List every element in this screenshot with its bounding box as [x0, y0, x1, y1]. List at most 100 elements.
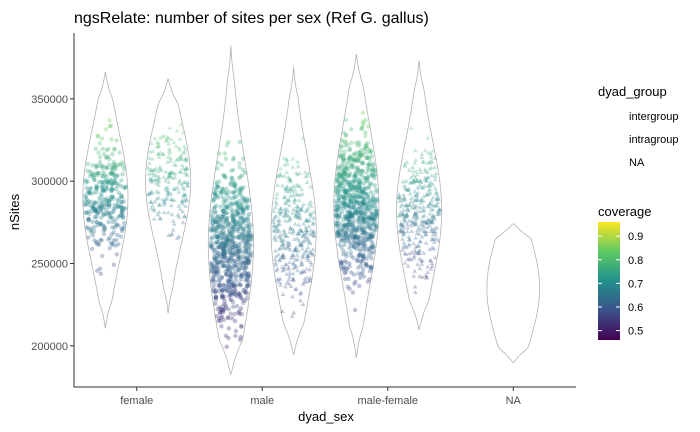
data-point	[336, 196, 342, 201]
data-point	[111, 262, 117, 268]
data-point	[221, 172, 226, 178]
data-point	[352, 173, 357, 178]
data-point	[293, 263, 299, 268]
data-point	[422, 148, 428, 153]
data-point	[228, 273, 233, 279]
data-point	[432, 225, 438, 230]
data-point	[372, 168, 377, 173]
data-point	[347, 146, 353, 152]
data-point	[116, 181, 121, 187]
data-point	[341, 183, 347, 188]
data-point	[400, 244, 406, 249]
data-point	[176, 234, 182, 239]
data-point	[432, 229, 437, 234]
data-point	[282, 194, 288, 199]
data-point	[98, 221, 104, 226]
data-point	[417, 265, 423, 271]
legend-shape-label: intragroup	[629, 134, 679, 146]
data-point	[173, 162, 179, 167]
data-point	[99, 215, 104, 220]
data-point	[286, 198, 292, 203]
data-point	[113, 164, 119, 169]
data-point	[374, 199, 379, 204]
data-point	[167, 146, 172, 151]
data-point	[364, 256, 369, 262]
data-point	[214, 188, 219, 193]
data-point	[302, 276, 308, 281]
data-point	[219, 289, 225, 294]
data-point	[356, 167, 362, 173]
data-point	[354, 235, 359, 240]
data-point	[339, 172, 344, 178]
data-point	[365, 236, 371, 242]
data-point	[155, 177, 161, 183]
data-point	[147, 176, 153, 181]
data-point	[99, 163, 105, 169]
data-point	[117, 204, 123, 209]
data-point	[276, 234, 282, 239]
data-point	[226, 242, 231, 248]
data-point	[369, 256, 374, 261]
data-point	[337, 183, 343, 189]
data-point	[370, 196, 376, 201]
data-point	[169, 197, 175, 202]
data-point	[357, 252, 363, 258]
data-point	[271, 217, 276, 222]
data-point	[426, 188, 431, 193]
data-point	[229, 282, 234, 288]
data-point	[351, 185, 356, 191]
data-point	[343, 190, 349, 196]
data-point	[99, 191, 104, 196]
data-point	[228, 200, 233, 206]
data-point	[219, 258, 224, 263]
data-point	[353, 233, 358, 239]
data-point	[412, 197, 418, 203]
data-point	[404, 206, 410, 211]
data-point	[118, 234, 124, 239]
data-point	[360, 253, 366, 258]
data-point	[240, 250, 245, 256]
data-point	[337, 180, 342, 185]
data-point	[368, 203, 374, 208]
data-point	[284, 169, 290, 174]
data-point	[239, 274, 245, 280]
data-point	[82, 199, 88, 204]
data-point	[348, 210, 353, 215]
data-point	[366, 246, 372, 251]
data-point	[83, 193, 88, 199]
data-point	[208, 227, 213, 233]
data-point	[237, 204, 242, 210]
data-point	[360, 230, 366, 236]
data-point	[88, 228, 93, 233]
data-point	[227, 269, 233, 274]
data-point	[359, 190, 364, 195]
data-point	[295, 230, 301, 236]
data-point	[104, 166, 109, 171]
data-point	[218, 307, 223, 312]
data-point	[430, 148, 436, 153]
data-point	[234, 222, 239, 227]
data-point	[232, 263, 237, 268]
data-point	[336, 198, 342, 204]
data-point	[175, 156, 181, 161]
data-point	[341, 217, 346, 223]
data-point	[348, 250, 353, 255]
data-point	[358, 210, 364, 216]
data-point	[287, 274, 293, 279]
data-point	[350, 255, 356, 261]
data-point	[122, 220, 127, 226]
data-point	[221, 173, 226, 178]
data-point	[351, 244, 356, 249]
data-point	[227, 196, 233, 201]
data-point	[280, 254, 285, 259]
data-point	[99, 136, 105, 141]
data-point	[221, 252, 226, 257]
data-point	[344, 202, 350, 208]
data-point	[347, 217, 352, 222]
data-point	[221, 226, 226, 231]
data-point	[347, 213, 353, 218]
data-point	[213, 192, 219, 197]
data-point	[208, 243, 213, 249]
data-point	[404, 159, 410, 165]
data-point	[363, 143, 369, 148]
